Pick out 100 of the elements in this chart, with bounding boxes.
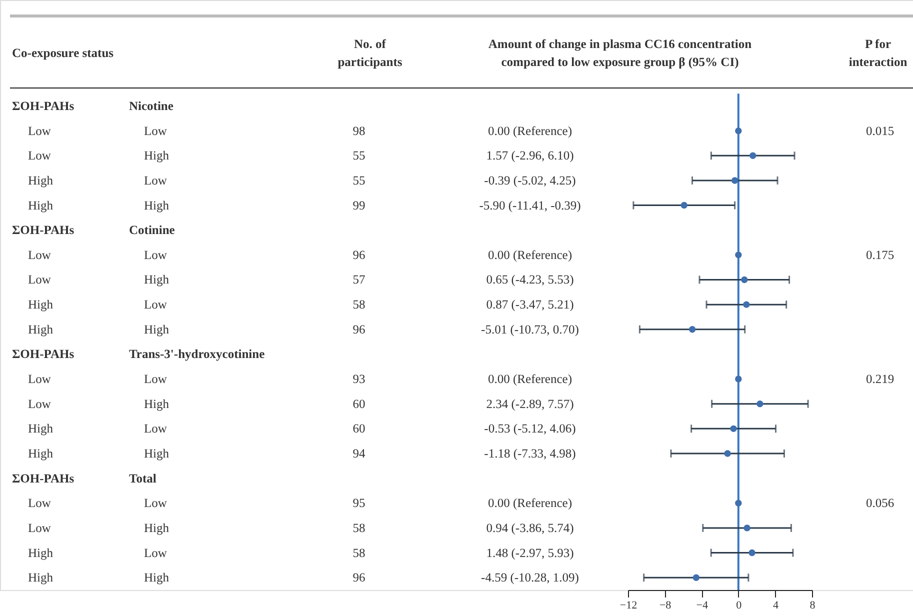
text: -0.39 (-5.02, 4.25) [484,173,576,188]
text: P for interaction [848,37,908,69]
text: 55 [352,173,366,188]
point [756,400,764,408]
text: Low [144,124,167,138]
point [688,326,696,333]
text: 0.00 (Reference) [488,372,572,386]
text: Cotinine [129,223,176,238]
point [730,425,737,432]
text: 0.87 (-3.47, 5.21) [486,298,574,312]
text: 0.94 (-3.86, 5.74) [486,520,574,535]
text: -4.59 (-10.28, 1.09) [481,570,579,585]
text: High [144,570,170,585]
point [744,524,750,532]
text: 58 [352,520,366,535]
text: 99 [352,198,366,212]
text: Low [144,173,167,188]
text: 0.219 [866,372,894,386]
text: High [144,520,170,535]
point [724,450,731,457]
text: 0.00 (Reference) [488,248,572,262]
text: Low [144,496,167,510]
text: 98 [352,124,366,138]
text: 96 [352,248,366,262]
point [749,152,756,159]
text: High [144,198,170,212]
text: Low [28,124,51,138]
text: 96 [352,322,366,336]
text: Nicotine [129,99,174,113]
text: ΣOH-PAHs [12,99,74,113]
x-tick-label: 4 [772,600,779,612]
text: High [28,446,54,460]
text: 2.34 (-2.89, 7.57) [486,396,574,411]
text: Low [144,298,167,312]
text: High [144,396,170,411]
point [680,202,688,209]
text: High [28,173,54,188]
text: High [28,422,54,436]
text: 0.175 [866,248,894,262]
text: -1.18 (-7.33, 4.98) [484,446,576,460]
text: Co-exposure status [12,46,114,60]
point [748,549,756,556]
text: High [28,570,54,585]
text: 93 [352,372,366,386]
text: 60 [352,422,366,436]
text: Low [28,248,51,262]
text: High [28,322,54,336]
point [692,574,700,581]
text: -0.53 (-5.12, 4.06) [484,422,576,436]
point [735,376,742,382]
text: 58 [352,298,366,312]
text: High [144,322,170,336]
point [735,252,742,258]
text: 1.57 (-2.96, 6.10) [486,148,574,163]
text: 57 [352,272,366,287]
text: Low [28,520,51,535]
text: High [28,298,54,312]
point [743,301,750,308]
text: High [28,546,54,560]
text: Low [144,372,167,386]
text: ΣOH-PAHs [12,347,74,362]
text: ΣOH-PAHs [12,223,74,238]
text: High [144,272,170,287]
text: Low [144,422,167,436]
x-tick-label: −4 [696,600,708,612]
text: ΣOH-PAHs [12,471,74,486]
text: Low [28,272,51,287]
text: 1.48 (-2.97, 5.93) [486,546,574,560]
x-tick-label: −8 [659,600,672,612]
text: Low [28,496,51,510]
x-tick-label: −12 [620,600,638,612]
text: 58 [352,546,366,560]
text: 0.65 (-4.23, 5.53) [486,272,574,287]
text: High [28,198,54,212]
text: Low [28,372,51,386]
text: Amount of change in plasma CC16 concentration compared to low exposure group β (95% CI) [488,37,752,69]
point [731,177,738,184]
text: 95 [352,496,366,510]
text: 0.056 [866,496,894,510]
text: 0.015 [866,124,894,138]
text: -5.01 (-10.73, 0.70) [481,322,579,336]
text: -5.90 (-11.41, -0.39) [479,198,581,212]
text: 96 [352,570,366,585]
point [735,500,742,506]
text: Low [144,546,167,560]
text: Total [129,471,157,486]
text: No. of participants [338,37,402,69]
point [741,276,748,284]
text: 94 [352,446,366,460]
text: 0.00 (Reference) [488,496,572,510]
text: Low [28,148,51,163]
text: 55 [352,148,366,163]
text: Low [28,396,51,411]
x-tick-label: 0 [736,600,742,612]
text: 60 [352,396,366,411]
point [735,127,742,134]
x-tick-label: 8 [810,600,816,612]
text: Low [144,248,167,262]
text: High [144,446,170,460]
text: 0.00 (Reference) [488,124,572,138]
